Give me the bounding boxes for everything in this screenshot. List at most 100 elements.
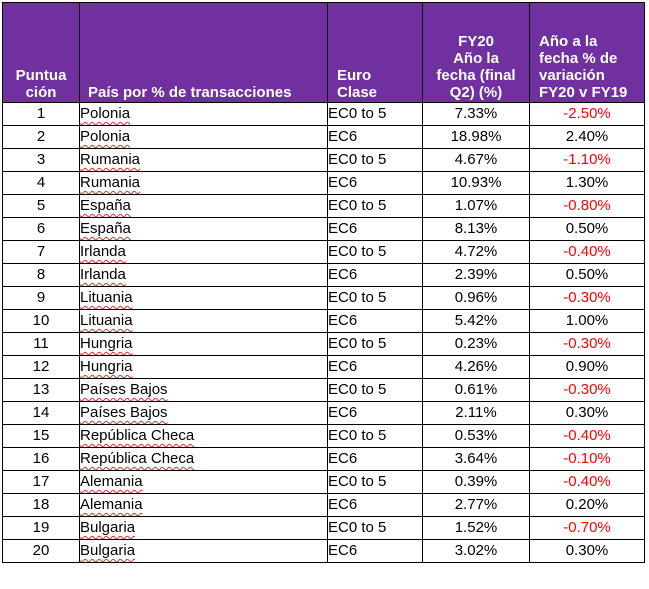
transactions-table: Puntua ción País por % de transacciones … — [2, 2, 645, 563]
rank-cell: 19 — [2, 516, 80, 540]
euro-class-cell: EC0 to 5 — [327, 332, 423, 356]
table-row: 8 Irlanda EC6 2.39% 0.50% — [2, 263, 645, 287]
header-fy20: FY20 Año la fecha (final Q2) (%) — [422, 2, 530, 103]
country-cell: República Checa — [79, 447, 328, 471]
table-body: 1 Polonia EC0 to 5 7.33% -2.50% 2 Polonia EC6 18… — [2, 102, 645, 563]
euro-class-cell: EC6 — [327, 217, 423, 241]
variation-cell: 0.90% — [529, 355, 645, 379]
table-row: 15 República Checa EC0 to 5 0.53% -0.40% — [2, 424, 645, 448]
variation-cell: 0.20% — [529, 493, 645, 517]
country-cell: Bulgaria — [79, 516, 328, 540]
fy20-cell: 1.07% — [422, 194, 530, 218]
header-variation: Año a la fecha % de variación FY20 v FY1… — [529, 2, 645, 103]
variation-cell: 2.40% — [529, 125, 645, 149]
fy20-cell: 0.53% — [422, 424, 530, 448]
variation-cell: 0.30% — [529, 401, 645, 425]
variation-cell: -0.40% — [529, 470, 645, 494]
euro-class-cell: EC0 to 5 — [327, 516, 423, 540]
country-cell: Países Bajos — [79, 378, 328, 402]
variation-cell: 1.00% — [529, 309, 645, 333]
table-row: 20 Bulgaria EC6 3.02% 0.30% — [2, 539, 645, 563]
rank-cell: 4 — [2, 171, 80, 195]
euro-class-cell: EC0 to 5 — [327, 240, 423, 264]
fy20-cell: 7.33% — [422, 102, 530, 126]
rank-cell: 6 — [2, 217, 80, 241]
country-name: Alemania — [80, 496, 143, 513]
fy20-cell: 2.77% — [422, 493, 530, 517]
rank-cell: 8 — [2, 263, 80, 287]
variation-cell: -1.10% — [529, 148, 645, 172]
header-var-line-1: Año a la — [539, 33, 598, 50]
table-row: 16 República Checa EC6 3.64% -0.10% — [2, 447, 645, 471]
euro-class-cell: EC6 — [327, 263, 423, 287]
table-row: 12 Hungria EC6 4.26% 0.90% — [2, 355, 645, 379]
table-row: 6 España EC6 8.13% 0.50% — [2, 217, 645, 241]
country-cell: Bulgaria — [79, 539, 328, 563]
country-cell: República Checa — [79, 424, 328, 448]
variation-cell: -0.30% — [529, 378, 645, 402]
table-row: 2 Polonia EC6 18.98% 2.40% — [2, 125, 645, 149]
country-name: República Checa — [80, 450, 195, 467]
fy20-cell: 10.93% — [422, 171, 530, 195]
country-cell: Irlanda — [79, 240, 328, 264]
fy20-cell: 2.39% — [422, 263, 530, 287]
variation-cell: -0.30% — [529, 286, 645, 310]
table-row: 19 Bulgaria EC0 to 5 1.52% -0.70% — [2, 516, 645, 540]
fy20-cell: 2.11% — [422, 401, 530, 425]
header-var-line-2: fecha % de — [539, 50, 618, 67]
rank-cell: 20 — [2, 539, 80, 563]
country-name: España — [80, 220, 131, 237]
variation-cell: -0.30% — [529, 332, 645, 356]
rank-cell: 7 — [2, 240, 80, 264]
country-cell: Hungria — [79, 355, 328, 379]
fy20-cell: 18.98% — [422, 125, 530, 149]
country-cell: Hungria — [79, 332, 328, 356]
variation-cell: 0.50% — [529, 217, 645, 241]
country-cell: Rumania — [79, 148, 328, 172]
euro-class-cell: EC0 to 5 — [327, 148, 423, 172]
country-name: Rumania — [80, 174, 141, 191]
variation-cell: -0.40% — [529, 240, 645, 264]
euro-class-cell: EC0 to 5 — [327, 286, 423, 310]
country-name: Países Bajos — [80, 381, 168, 398]
variation-cell: -0.10% — [529, 447, 645, 471]
country-name: Irlanda — [80, 266, 126, 283]
country-name: República Checa — [80, 427, 195, 444]
euro-class-cell: EC6 — [327, 447, 423, 471]
fy20-cell: 0.61% — [422, 378, 530, 402]
fy20-cell: 5.42% — [422, 309, 530, 333]
fy20-cell: 0.39% — [422, 470, 530, 494]
header-rank: Puntua ción — [2, 2, 80, 103]
header-fy20-line-4: Q2) (%) — [449, 84, 503, 101]
variation-cell: 1.30% — [529, 171, 645, 195]
header-euro-line-2: Clase — [337, 84, 378, 101]
country-name: Lituania — [80, 312, 133, 329]
header-var-line-4: FY20 v FY19 — [539, 84, 628, 101]
country-cell: Alemania — [79, 470, 328, 494]
country-name: Polonia — [80, 128, 131, 145]
header-country: País por % de transacciones — [79, 2, 328, 103]
country-cell: Países Bajos — [79, 401, 328, 425]
variation-cell: -0.40% — [529, 424, 645, 448]
fy20-cell: 3.02% — [422, 539, 530, 563]
euro-class-cell: EC6 — [327, 309, 423, 333]
header-rank-line-1: Puntua — [15, 67, 67, 84]
header-fy20-line-2: Año la — [453, 50, 499, 67]
country-cell: Lituania — [79, 286, 328, 310]
country-name: Hungria — [80, 335, 133, 352]
euro-class-cell: EC6 — [327, 539, 423, 563]
variation-cell: 0.30% — [529, 539, 645, 563]
country-cell: Polonia — [79, 102, 328, 126]
euro-class-cell: EC6 — [327, 493, 423, 517]
euro-class-cell: EC0 to 5 — [327, 378, 423, 402]
table-row: 14 Países Bajos EC6 2.11% 0.30% — [2, 401, 645, 425]
variation-cell: -2.50% — [529, 102, 645, 126]
header-fy20-line-3: fecha (final — [436, 67, 516, 84]
rank-cell: 17 — [2, 470, 80, 494]
rank-cell: 11 — [2, 332, 80, 356]
table-row: 9 Lituania EC0 to 5 0.96% -0.30% — [2, 286, 645, 310]
header-fy20-line-1: FY20 — [458, 33, 494, 50]
country-name: Bulgaria — [80, 519, 136, 536]
country-name: Polonia — [80, 105, 131, 122]
country-name: Bulgaria — [80, 542, 136, 559]
